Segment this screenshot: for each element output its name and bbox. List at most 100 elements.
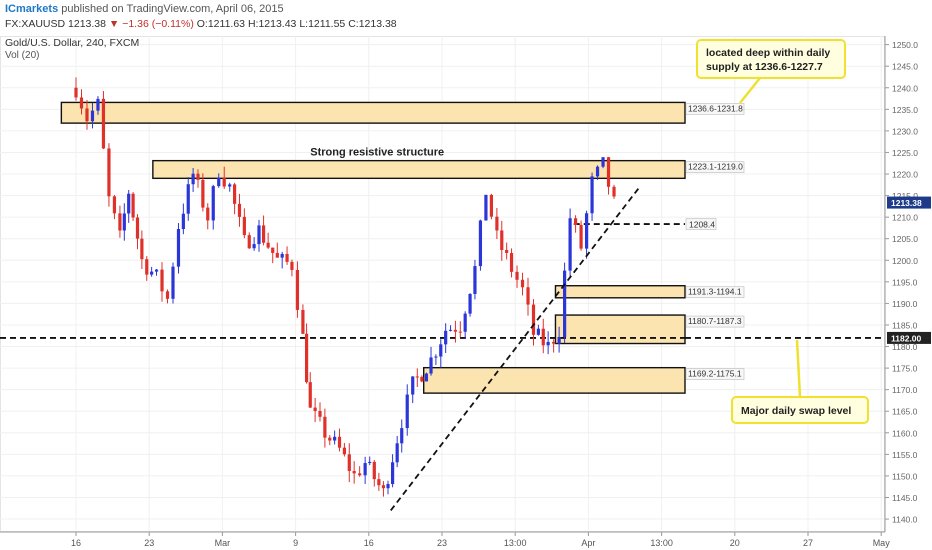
- candle-body: [217, 177, 221, 187]
- y-tick-label: 1240.0: [892, 83, 918, 93]
- candle-body: [363, 463, 367, 476]
- zone-label-box: [685, 315, 745, 328]
- zones-layer: 1236.6-1231.8 1223.1-1219.0 1191.3-1194.1 1…: [60, 101, 745, 394]
- candle-body: [400, 428, 404, 444]
- supply-callout-line1: located deep within daily: [706, 47, 830, 59]
- candle-body: [295, 269, 300, 310]
- candle-body: [257, 225, 261, 245]
- x-tick-label: 13:00: [650, 538, 673, 548]
- y-tick-label: 1250.0: [892, 40, 918, 50]
- candle-body: [280, 253, 284, 258]
- candle-body: [601, 157, 605, 167]
- axes-layer: 1140.0 1145.0 1150.0 1155.0 1160.0 1165.0 1170…: [0, 36, 931, 548]
- y-tick-label: 1155.0: [892, 450, 918, 460]
- y-tick-label: 1195.0: [892, 277, 918, 287]
- y-tick-label: 1200.0: [892, 256, 918, 266]
- candle-body: [79, 97, 84, 109]
- candle-body: [131, 193, 135, 218]
- candle-body: [434, 356, 438, 358]
- supply-callout-box: [696, 39, 846, 79]
- price-change: ▼ −1.36 (−0.11%): [108, 18, 194, 30]
- annotations-layer: Strong resistive structure located deep w…: [310, 39, 869, 424]
- instrument-label: Gold/U.S. Dollar, 240, FXCM: [5, 37, 139, 49]
- candle-body: [271, 247, 275, 253]
- candle-body: [495, 216, 499, 231]
- symbol[interactable]: FX:XAUUSD: [5, 18, 66, 30]
- candles-layer: [74, 77, 616, 497]
- chart-header: ICmarkets published on TradingView.com, …: [0, 0, 932, 36]
- ascending-trendline: [390, 186, 641, 511]
- supply-demand-zone: [152, 159, 686, 180]
- candle-body: [352, 470, 356, 474]
- candle-body: [520, 279, 525, 288]
- candle-body: [415, 376, 419, 378]
- candle-body: [74, 87, 78, 98]
- candle-body: [313, 407, 317, 411]
- zone-label: 1236.6-1231.8: [688, 103, 743, 113]
- candle-body: [118, 213, 122, 231]
- candle-body: [458, 331, 462, 333]
- publisher-name[interactable]: ICmarkets: [5, 3, 59, 15]
- y-tick-label: 1170.0: [892, 385, 918, 395]
- candle-body: [233, 184, 237, 204]
- supply-demand-zone: [554, 285, 686, 299]
- last-price: 1213.38: [68, 18, 106, 30]
- candle-body: [101, 98, 106, 149]
- swap-callout-pointer: [795, 339, 802, 398]
- candle-body: [196, 173, 200, 180]
- candle-body: [439, 344, 443, 357]
- candle-body: [266, 242, 270, 248]
- level-label: 1208.4: [689, 220, 715, 230]
- x-tick-label: 16: [364, 538, 374, 548]
- candle-body: [420, 376, 424, 382]
- candle-body: [390, 462, 395, 485]
- candle-body: [135, 217, 140, 239]
- last-price-badge: [887, 196, 931, 209]
- candle-body: [301, 309, 305, 334]
- candle-body: [275, 252, 279, 258]
- y-tick-label: 1235.0: [892, 105, 918, 115]
- candle-body: [160, 269, 164, 292]
- candle-body: [150, 271, 154, 275]
- candle-body: [463, 313, 467, 332]
- candle-body: [515, 271, 519, 280]
- candle-body: [96, 98, 100, 111]
- candle-body: [252, 244, 256, 249]
- candle-body: [381, 485, 386, 489]
- candle-body: [368, 461, 372, 464]
- candle-body: [171, 266, 175, 299]
- candle-body: [595, 166, 600, 177]
- y-tick-label: 1185.0: [892, 320, 918, 330]
- candle-body: [90, 110, 95, 122]
- zone-label: 1169.2-1175.1: [688, 369, 742, 379]
- symbol-line: FX:XAUUSD 1213.38 ▼ −1.36 (−0.11%) O:121…: [5, 18, 397, 30]
- candle-body: [342, 447, 346, 455]
- level-price-badge: [887, 331, 931, 344]
- level-label-box: [685, 218, 717, 230]
- candle-body: [333, 436, 337, 441]
- trendline-layer: [390, 186, 641, 511]
- last-price-label: 1213.38: [891, 198, 922, 208]
- volume-label: Vol (20): [5, 50, 39, 61]
- y-tick-label: 1210.0: [892, 213, 918, 223]
- candle-body: [424, 373, 429, 382]
- published-text: published on TradingView.com, April 06, …: [61, 3, 284, 15]
- candle-body: [468, 293, 472, 314]
- candle-body: [557, 336, 561, 344]
- publisher-line: ICmarkets published on TradingView.com, …: [5, 3, 284, 15]
- y-tick-label: 1230.0: [892, 126, 918, 136]
- zone-label-box: [685, 103, 745, 115]
- candle-body: [411, 376, 415, 395]
- candle-body: [181, 213, 185, 230]
- x-tick-label: May: [873, 538, 891, 548]
- y-tick-label: 1140.0: [892, 515, 918, 525]
- x-tick-label: Apr: [581, 538, 595, 548]
- swap-callout-box: [731, 396, 869, 424]
- candle-body: [211, 186, 215, 221]
- candle-body: [127, 193, 131, 214]
- candle-body: [140, 238, 144, 260]
- candle-body: [318, 410, 322, 417]
- candle-body: [377, 479, 381, 486]
- candle-body: [247, 235, 251, 249]
